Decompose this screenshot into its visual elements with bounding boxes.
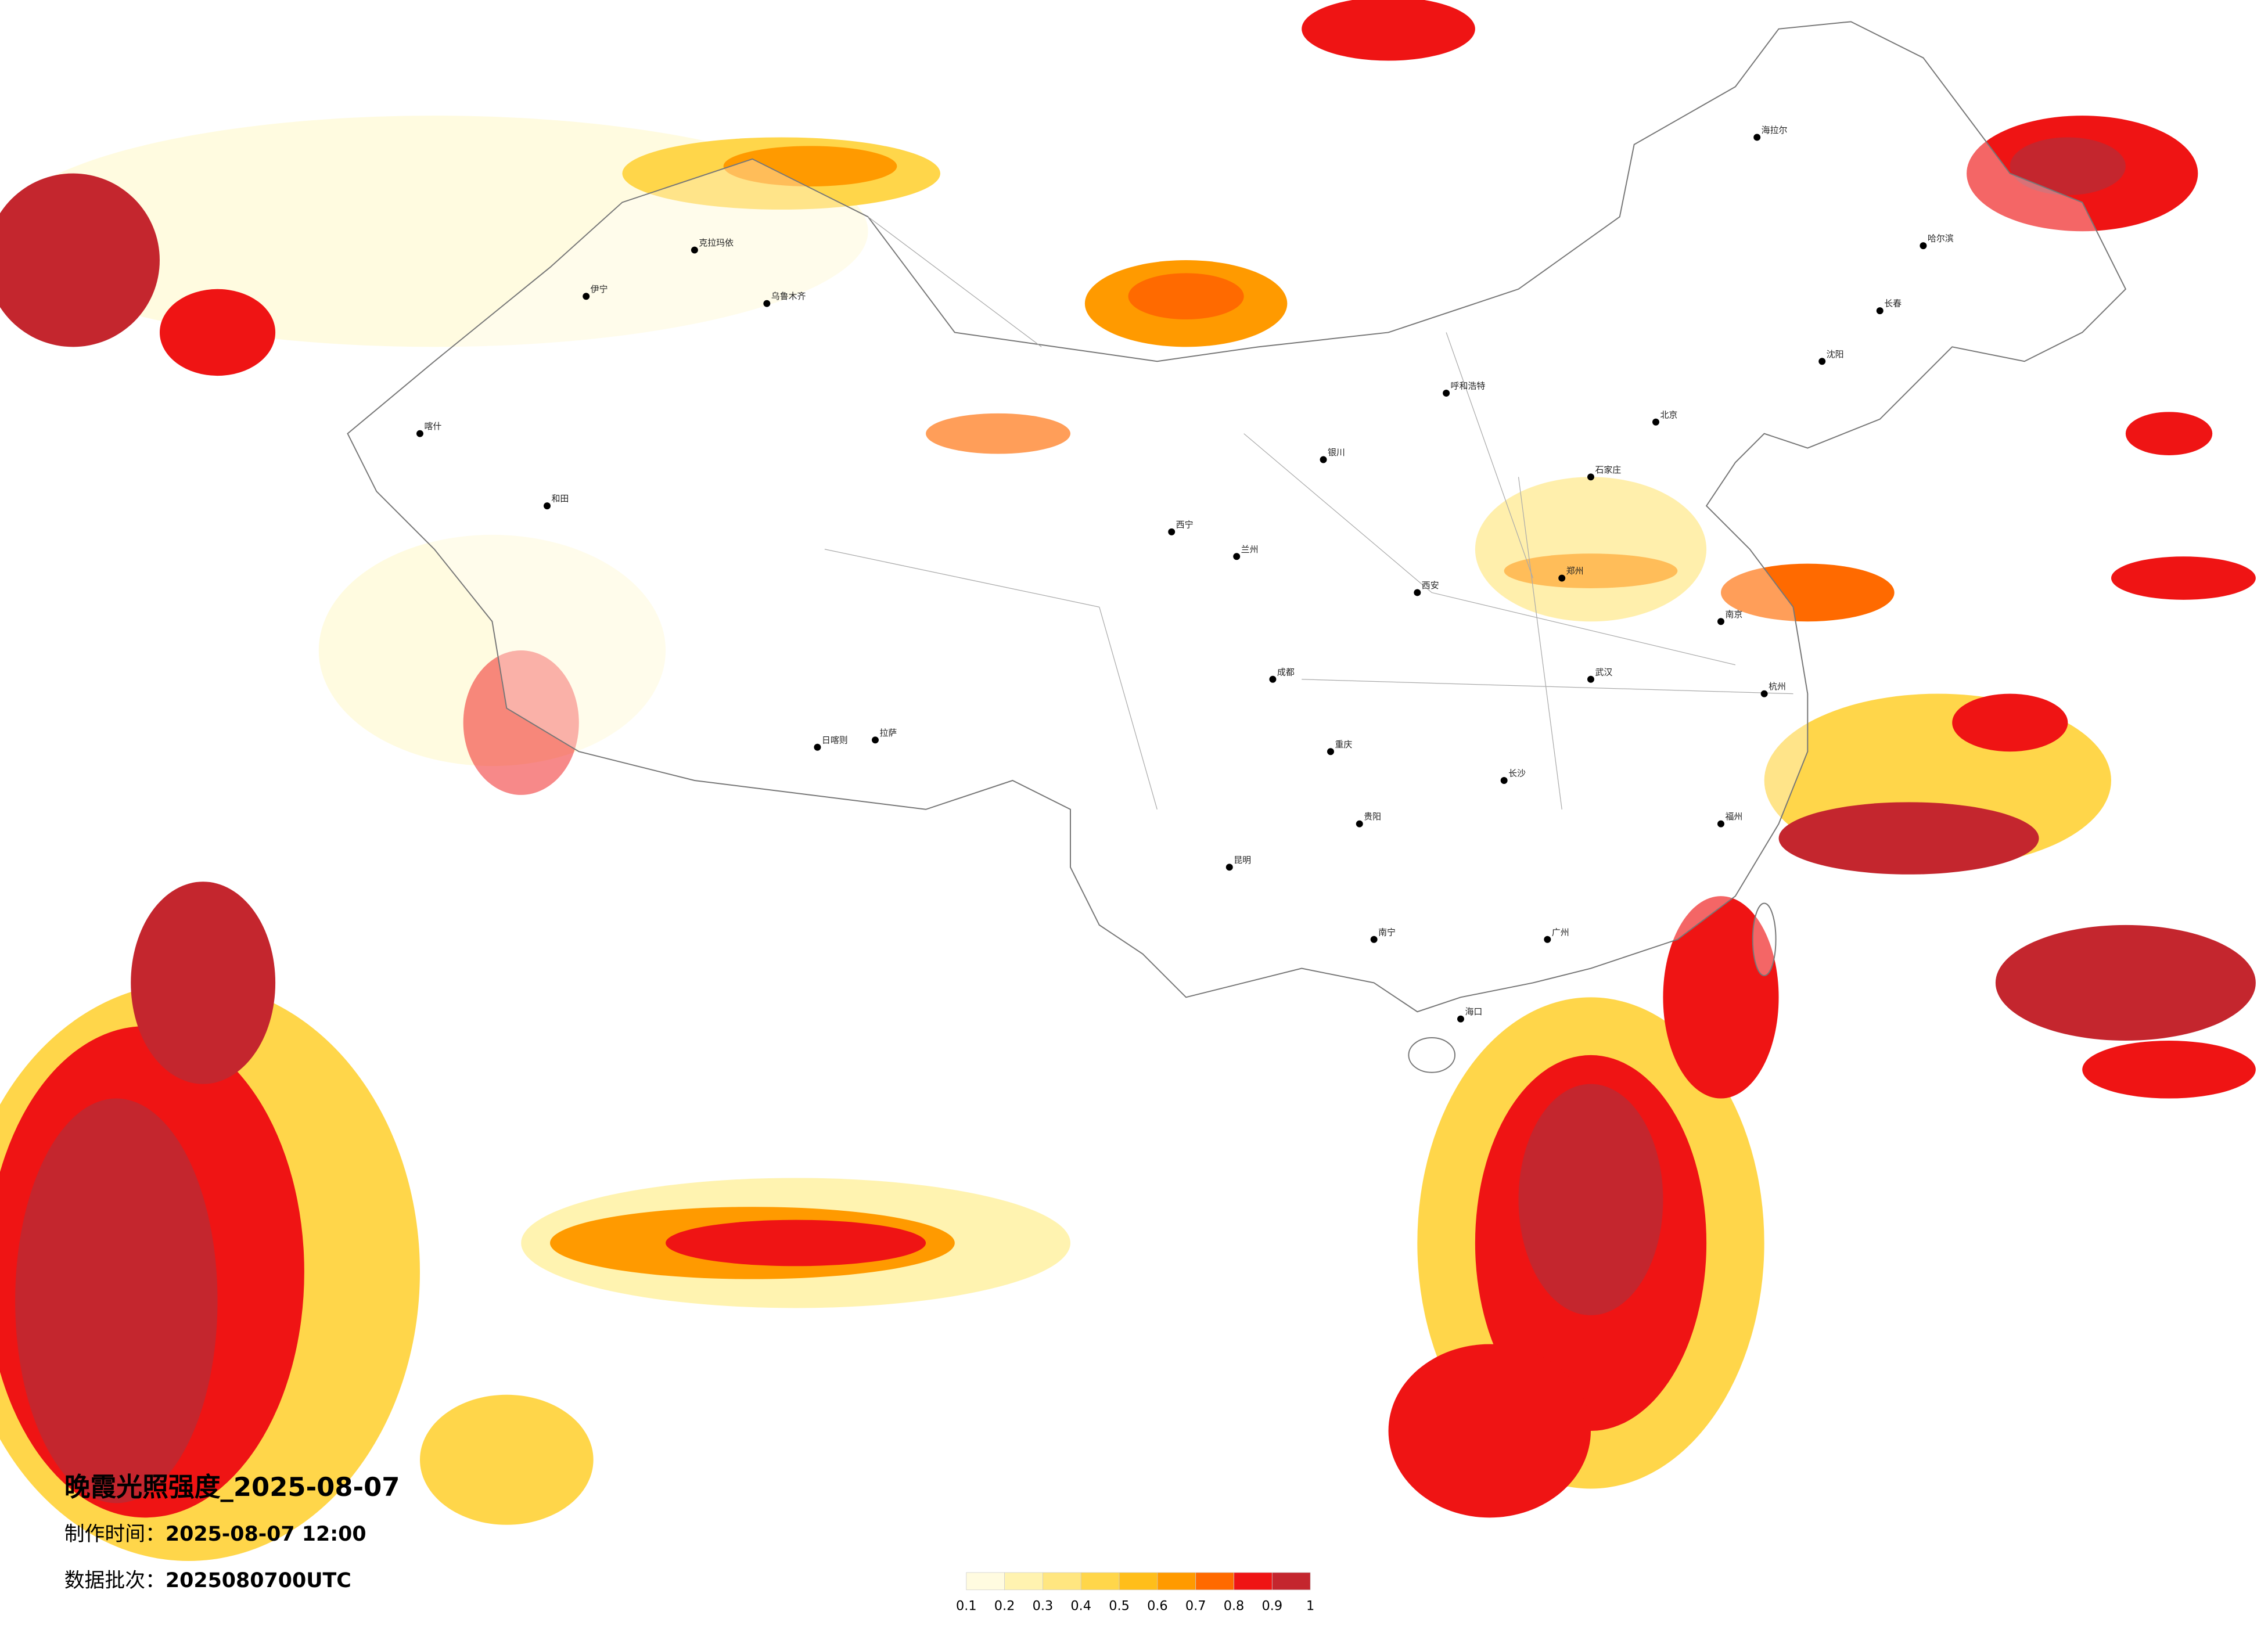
city-label: 郑州: [1566, 566, 1584, 576]
city-label: 长沙: [1508, 768, 1526, 779]
city-label: 银川: [1328, 447, 1345, 458]
city-dot: [1876, 307, 1884, 315]
city-dot: [1356, 820, 1363, 828]
city-dot: [1558, 574, 1566, 582]
city-dot: [1717, 618, 1724, 625]
legend-swatch: [1234, 1572, 1273, 1591]
city-dot: [1760, 690, 1768, 697]
heat-layer: [0, 0, 2256, 1561]
legend-swatch: [1043, 1572, 1081, 1591]
city-label: 乌鲁木齐: [771, 291, 806, 301]
city-dot: [544, 502, 551, 510]
legend-tick-label: 0.2: [994, 1599, 1015, 1614]
legend-swatch: [966, 1572, 1005, 1591]
city-dot: [1225, 864, 1233, 871]
city-label: 南京: [1725, 609, 1742, 620]
city-dot: [1500, 777, 1508, 784]
legend-tick-label: 0.9: [1262, 1599, 1283, 1614]
city-dot: [1920, 242, 1927, 250]
legend-tick-label: 0.5: [1109, 1599, 1130, 1614]
city-dot: [1414, 589, 1421, 596]
legend-tick-label: 0.4: [1070, 1599, 1091, 1614]
city-label: 西宁: [1176, 519, 1194, 530]
legend-swatch: [1119, 1572, 1158, 1591]
country-outline: [347, 21, 2127, 1073]
legend-swatch: [1195, 1572, 1234, 1591]
city-label: 成都: [1277, 667, 1295, 677]
city-label: 北京: [1660, 409, 1677, 420]
city-dot: [416, 430, 423, 437]
map-title: 晚霞光照强度_2025-08-07: [64, 1472, 400, 1502]
city-label: 贵阳: [1364, 811, 1381, 822]
city-dot: [1370, 936, 1378, 943]
legend-tick-label: 0.8: [1224, 1599, 1245, 1614]
city-label: 广州: [1552, 927, 1569, 937]
city-dot: [1818, 358, 1826, 365]
make-time: 制作时间：2025-08-07 12:00: [64, 1523, 366, 1546]
city-label: 重庆: [1335, 739, 1352, 750]
legend-swatch: [1004, 1572, 1043, 1591]
city-label: 南宁: [1378, 927, 1396, 937]
data-batch-value: 2025080700UTC: [166, 1569, 351, 1592]
city-dot: [1587, 473, 1594, 481]
city-dot: [872, 736, 879, 744]
city-label: 长春: [1884, 298, 1902, 309]
city-dot: [1652, 418, 1659, 426]
city-dot: [1327, 748, 1334, 756]
city-label: 武汉: [1595, 667, 1612, 677]
make-time-value: 2025-08-07 12:00: [166, 1523, 366, 1546]
city-label: 沈阳: [1827, 349, 1844, 359]
city-dot: [1269, 675, 1277, 683]
city-label: 和田: [551, 494, 569, 504]
city-dot: [814, 743, 821, 751]
legend: 0.1 0.2 0.3 0.4 0.5 0.6 0.7 0.8 0.9 1: [956, 1572, 1314, 1614]
city-dot: [1753, 134, 1761, 141]
city-label: 福州: [1725, 811, 1742, 822]
city-label: 拉萨: [879, 728, 897, 738]
city-label: 石家庄: [1595, 465, 1621, 475]
legend-swatch: [1157, 1572, 1196, 1591]
legend-swatch: [1271, 1572, 1311, 1591]
city-dot: [691, 246, 698, 254]
city-dot: [1544, 936, 1551, 943]
city-label: 呼和浩特: [1451, 381, 1486, 391]
make-time-label: 制作时间：: [64, 1523, 166, 1546]
city-label: 西安: [1422, 580, 1439, 591]
data-batch: 数据批次：2025080700UTC: [64, 1569, 351, 1592]
city-label: 海拉尔: [1762, 125, 1788, 135]
city-dot: [583, 293, 590, 300]
city-dot: [1233, 553, 1241, 560]
city-label: 伊宁: [591, 284, 608, 294]
city-label: 喀什: [424, 421, 441, 431]
city-label: 海口: [1465, 1006, 1482, 1017]
legend-tick-label: 0.3: [1033, 1599, 1054, 1614]
legend-tick-label: 1: [1306, 1599, 1314, 1614]
city-label: 哈尔滨: [1928, 233, 1954, 244]
city-dot: [1457, 1015, 1464, 1023]
legend-tick-label: 0.1: [956, 1599, 977, 1614]
city-label: 杭州: [1769, 681, 1786, 692]
legend-tick-label: 0.6: [1147, 1599, 1168, 1614]
city-dot: [763, 300, 771, 307]
city-label: 克拉玛依: [699, 238, 734, 248]
city-dot: [1168, 528, 1176, 535]
city-label: 兰州: [1241, 544, 1259, 555]
city-dot: [1587, 675, 1594, 683]
city-dot: [1443, 390, 1450, 397]
city-dot: [1320, 456, 1327, 463]
city-label: 日喀则: [822, 735, 848, 745]
data-batch-label: 数据批次：: [64, 1569, 166, 1592]
legend-swatch: [1080, 1572, 1120, 1591]
city-label: 昆明: [1234, 855, 1251, 865]
legend-tick-label: 0.7: [1185, 1599, 1206, 1614]
city-dot: [1717, 820, 1724, 828]
